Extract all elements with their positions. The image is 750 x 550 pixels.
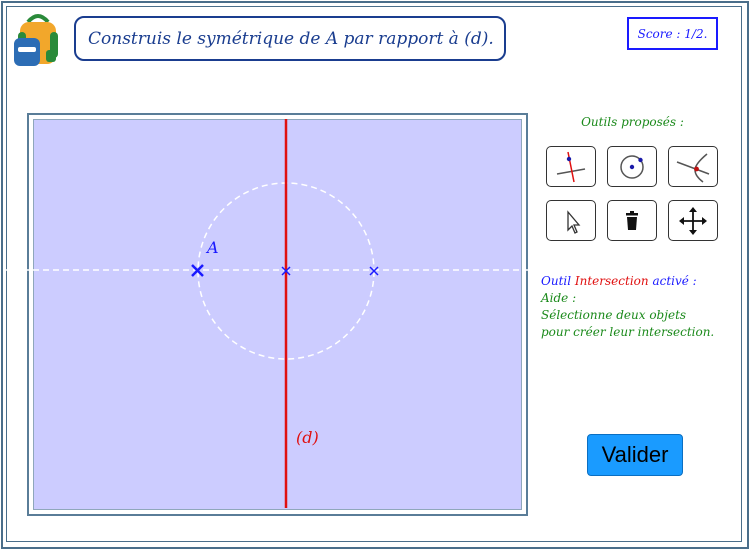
pointer-icon xyxy=(567,209,581,234)
help-line-2: pour créer leur intersection. xyxy=(541,325,715,339)
perpendicular-line-icon xyxy=(556,151,586,182)
intersection-tool-button[interactable] xyxy=(668,146,718,187)
intersection-icon xyxy=(676,152,710,183)
validate-button[interactable]: Valider xyxy=(587,434,683,476)
active-tool-name: Intersection xyxy=(574,274,649,288)
delete-tool-button[interactable] xyxy=(607,200,657,241)
perpendicular-tool-button[interactable] xyxy=(546,146,596,187)
help-line-1: Sélectionne deux objets xyxy=(541,308,687,322)
active-tool-prefix: Outil xyxy=(541,274,575,288)
point-a-label: A xyxy=(207,238,219,257)
circle-intersection-marker[interactable] xyxy=(369,266,379,276)
instruction-text: Construis le symétrique de A par rapport… xyxy=(88,28,494,49)
circle-center-point-icon xyxy=(620,154,644,179)
move-icon xyxy=(679,206,707,235)
circle-tool-button[interactable] xyxy=(607,146,657,187)
help-panel: Outil Intersection activé : Aide : Sélec… xyxy=(541,273,741,341)
line-d-label: (d) xyxy=(296,428,319,447)
score-box: Score : 1/2. xyxy=(627,17,718,50)
point-a-marker[interactable] xyxy=(191,264,204,277)
help-aide-label: Aide : xyxy=(541,291,577,305)
center-point-marker[interactable] xyxy=(281,266,291,276)
move-tool-button[interactable] xyxy=(668,200,718,241)
geometry-canvas[interactable] xyxy=(33,119,522,510)
page-frame-inner xyxy=(6,6,742,542)
active-tool-suffix: activé : xyxy=(648,274,697,288)
geometry-canvas-frame xyxy=(27,113,528,516)
active-tool-line: Outil Intersection activé : xyxy=(541,273,741,290)
trash-icon xyxy=(626,210,638,230)
instruction-banner: Construis le symétrique de A par rapport… xyxy=(74,16,506,61)
pointer-tool-button[interactable] xyxy=(546,200,596,241)
score-text: Score : 1/2. xyxy=(637,26,708,41)
backpack-logo-icon xyxy=(14,14,58,66)
tools-title: Outils proposés : xyxy=(581,115,684,129)
